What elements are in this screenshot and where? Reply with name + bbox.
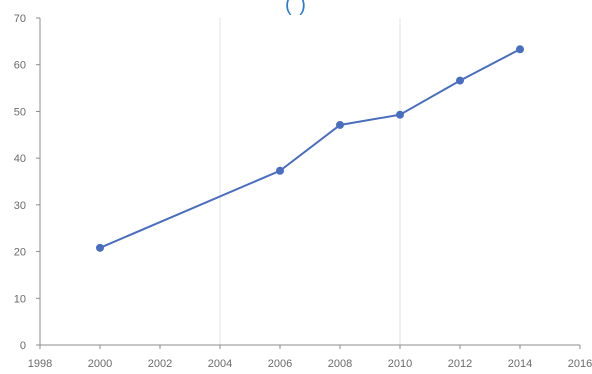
x-tick-label-2006: 2006 [268, 358, 292, 370]
chart-title: ( ) [285, 0, 307, 16]
data-point-2006 [276, 166, 284, 175]
data-point-2000 [96, 243, 104, 252]
x-tick-label-1998: 1998 [28, 358, 52, 370]
data-point-2012 [456, 76, 464, 85]
y-tick-label-40: 40 [14, 153, 26, 165]
y-tick-label-70: 70 [14, 13, 26, 25]
series-line-0 [99, 48, 521, 249]
data-point-2008 [336, 120, 344, 129]
x-tick-label-2002: 2002 [148, 358, 172, 370]
data-point-2014 [516, 45, 524, 54]
x-tick-label-2014: 2014 [508, 358, 532, 370]
x-tick-label-2016: 2016 [568, 358, 592, 370]
x-tick-label-2010: 2010 [388, 358, 412, 370]
y-tick-label-20: 20 [14, 247, 26, 259]
x-tick-label-2012: 2012 [448, 358, 472, 370]
x-tick-label-2004: 2004 [208, 358, 232, 370]
x-tick-label-2000: 2000 [88, 358, 112, 370]
y-tick-label-10: 10 [14, 293, 26, 305]
y-tick-label-30: 30 [14, 200, 26, 212]
y-tick-label-60: 60 [14, 60, 26, 72]
y-tick-label-50: 50 [14, 106, 26, 118]
x-tick-label-2008: 2008 [328, 358, 352, 370]
y-tick-label-0: 0 [20, 340, 26, 352]
data-point-2010 [396, 110, 404, 119]
